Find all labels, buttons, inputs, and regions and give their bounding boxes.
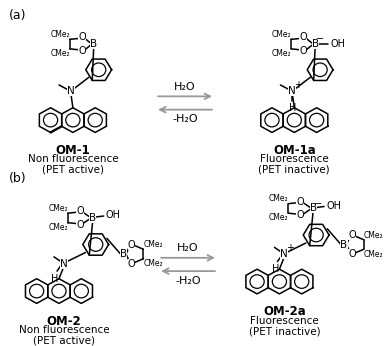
Text: H₂O: H₂O: [174, 82, 196, 92]
Text: B: B: [312, 39, 319, 49]
Text: O: O: [296, 197, 304, 207]
Text: O: O: [78, 33, 85, 43]
Text: (PET inactive): (PET inactive): [249, 326, 320, 336]
Text: OM-1a: OM-1a: [273, 144, 316, 157]
Text: Fluorescence: Fluorescence: [260, 154, 328, 164]
Text: CMe₂: CMe₂: [50, 30, 70, 39]
Text: N: N: [60, 258, 68, 268]
Text: B: B: [120, 249, 127, 259]
Text: B: B: [340, 239, 347, 249]
Text: B: B: [90, 39, 97, 49]
Text: O: O: [76, 220, 83, 230]
Text: (PET inactive): (PET inactive): [258, 165, 330, 175]
Text: O: O: [128, 258, 135, 268]
Text: N: N: [289, 86, 296, 95]
Text: CMe₂: CMe₂: [143, 240, 163, 249]
Text: CMe₂: CMe₂: [272, 49, 291, 58]
Text: −: −: [314, 199, 322, 209]
Text: CMe₂: CMe₂: [143, 259, 163, 268]
Text: CMe₂: CMe₂: [48, 204, 68, 213]
Text: (b): (b): [9, 172, 27, 185]
Text: Fluorescence: Fluorescence: [250, 316, 319, 326]
Text: +: +: [286, 243, 294, 253]
Text: CMe₂: CMe₂: [269, 213, 288, 222]
Text: OM-2a: OM-2a: [263, 305, 306, 318]
Text: −: −: [316, 34, 324, 44]
Text: O: O: [348, 249, 356, 259]
Text: B: B: [89, 213, 96, 223]
Text: CMe₂: CMe₂: [364, 249, 383, 258]
Text: N: N: [281, 249, 288, 259]
Text: CMe₂: CMe₂: [50, 49, 70, 58]
Text: Non fluorescence: Non fluorescence: [19, 325, 109, 335]
Text: O: O: [348, 230, 356, 240]
Text: H₂O: H₂O: [177, 243, 199, 253]
Text: Non fluorescence: Non fluorescence: [27, 154, 118, 164]
Text: O: O: [299, 33, 307, 43]
Text: OH: OH: [330, 39, 345, 49]
Text: B: B: [310, 203, 317, 213]
Text: OH: OH: [326, 201, 341, 211]
Text: OH: OH: [106, 210, 121, 220]
Text: CMe₂: CMe₂: [272, 30, 291, 39]
Text: O: O: [296, 210, 304, 220]
Text: -H₂O: -H₂O: [175, 276, 201, 286]
Text: CMe₂: CMe₂: [364, 230, 383, 239]
Text: CMe₂: CMe₂: [48, 223, 68, 232]
Text: N: N: [67, 86, 75, 95]
Text: H: H: [51, 274, 59, 284]
Text: H: H: [289, 103, 296, 113]
Text: -H₂O: -H₂O: [172, 115, 198, 125]
Text: H: H: [272, 264, 279, 274]
Text: (PET active): (PET active): [42, 165, 104, 175]
Text: OM-2: OM-2: [47, 315, 81, 328]
Text: OM-1: OM-1: [56, 144, 90, 157]
Text: O: O: [299, 46, 307, 56]
Text: (PET active): (PET active): [33, 336, 95, 346]
Text: (a): (a): [9, 9, 27, 22]
Text: O: O: [78, 46, 85, 56]
Text: +: +: [294, 80, 302, 90]
Text: O: O: [128, 239, 135, 249]
Text: O: O: [76, 206, 83, 216]
Text: CMe₂: CMe₂: [269, 194, 288, 203]
